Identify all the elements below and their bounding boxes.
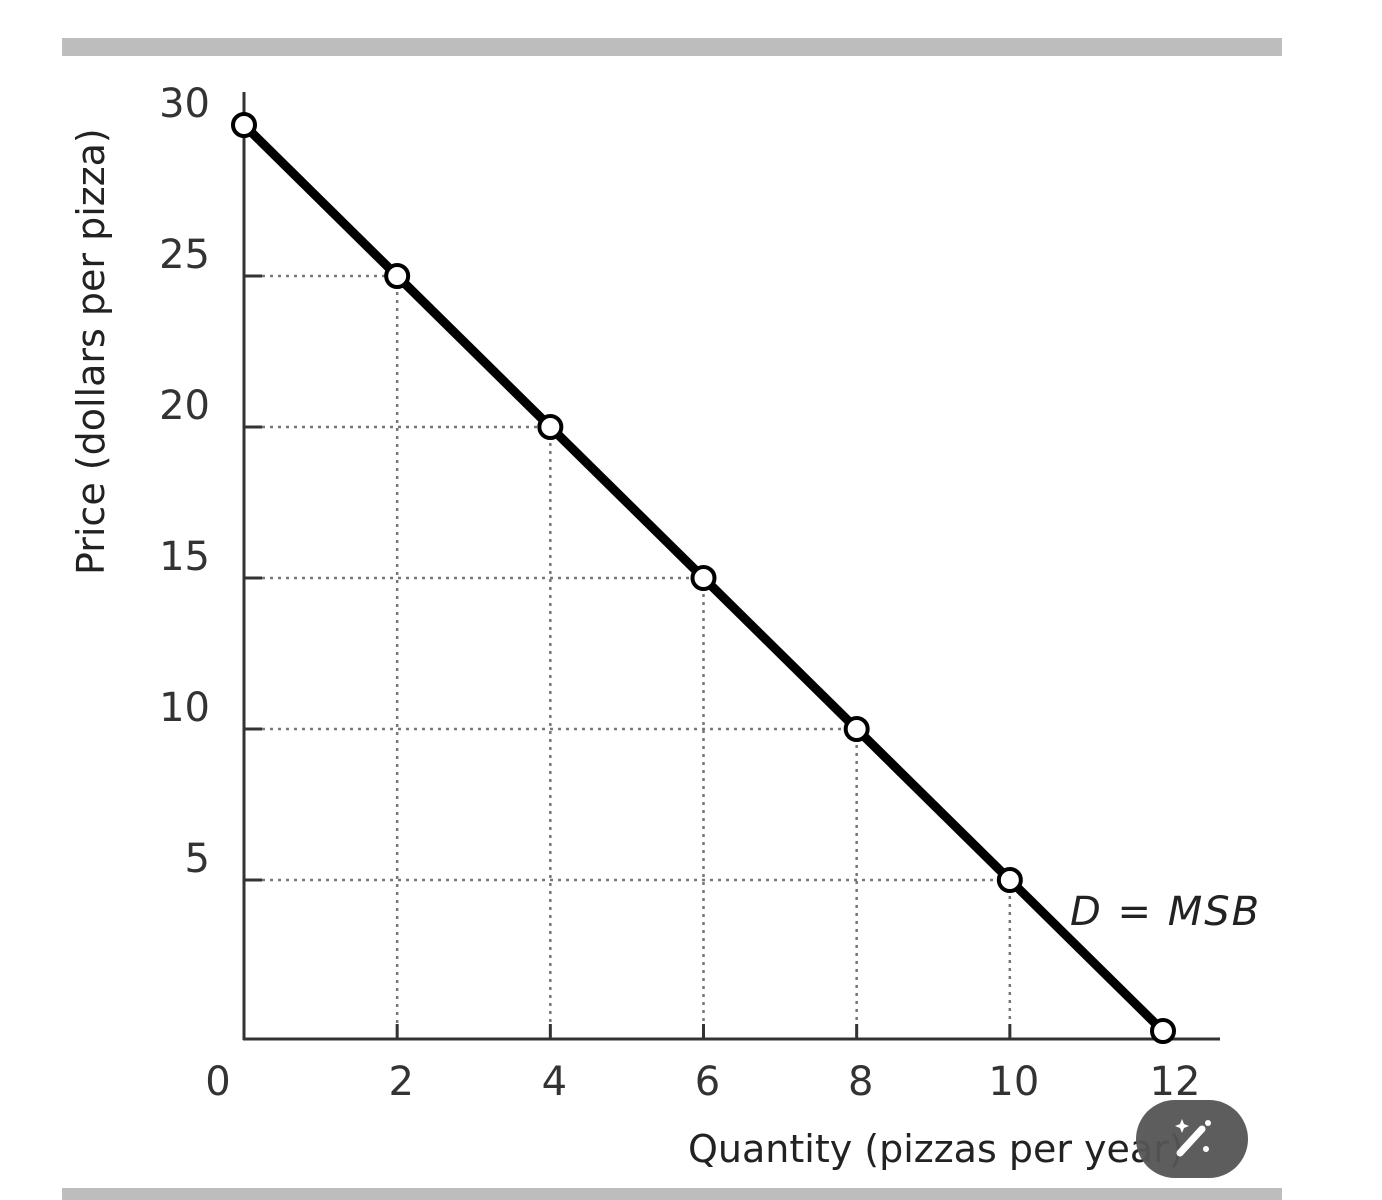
y-tick-label: 20 xyxy=(159,383,210,429)
x-tick-label: 10 xyxy=(988,1059,1039,1105)
curve-label: D = MSB xyxy=(1070,889,1261,935)
magic-wand-icon xyxy=(1175,1119,1211,1157)
y-tick-label: 30 xyxy=(159,81,210,127)
x-tick-labels: 0 2 4 6 8 10 12 xyxy=(205,1059,1200,1105)
x-tick-label: 8 xyxy=(848,1059,873,1105)
y-tick-label: 15 xyxy=(159,534,210,580)
data-point xyxy=(843,716,870,742)
gridlines xyxy=(246,274,1012,1038)
data-point-markers xyxy=(231,112,1176,1044)
y-axis-label: Price (dollars per pizza) xyxy=(69,128,113,575)
x-tick-label: 0 xyxy=(205,1059,230,1105)
y-tick-label: 5 xyxy=(185,836,210,882)
bottom-divider-bar xyxy=(62,1188,1282,1200)
x-axis-label: Quantity (pizzas per year) xyxy=(688,1127,1184,1171)
y-tick-labels: 5 10 15 20 25 30 xyxy=(159,81,210,882)
data-point xyxy=(537,414,564,440)
x-tick-label: 4 xyxy=(542,1059,567,1105)
y-tick-label: 10 xyxy=(159,685,210,731)
data-point xyxy=(690,565,717,591)
data-point xyxy=(384,263,411,289)
magic-edit-button[interactable] xyxy=(1136,1100,1248,1178)
data-point xyxy=(996,867,1023,893)
axis-ticks xyxy=(244,274,1012,1039)
x-tick-label: 12 xyxy=(1150,1059,1201,1105)
x-tick-label: 6 xyxy=(695,1059,720,1105)
top-divider-bar xyxy=(62,38,1282,56)
data-point xyxy=(231,112,257,138)
y-tick-label: 25 xyxy=(159,232,210,278)
x-tick-label: 2 xyxy=(388,1059,413,1105)
data-point xyxy=(1150,1018,1176,1044)
